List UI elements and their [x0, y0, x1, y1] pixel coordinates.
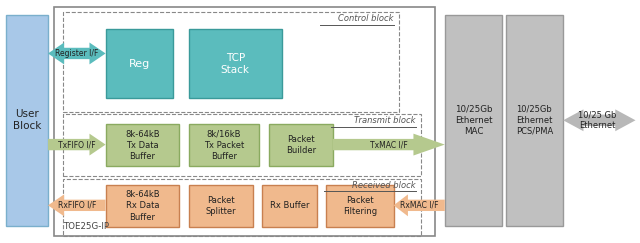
Text: Packet
Filtering: Packet Filtering — [343, 196, 377, 216]
Polygon shape — [333, 134, 445, 156]
Bar — [106, 185, 179, 227]
Text: Control block: Control block — [338, 14, 394, 23]
Text: 10/25Gb
Ethernet
PCS/PMA: 10/25Gb Ethernet PCS/PMA — [516, 105, 553, 136]
Text: RxFIFO I/F: RxFIFO I/F — [58, 201, 96, 210]
Text: TCP
Stack: TCP Stack — [221, 52, 250, 75]
Text: User
Block: User Block — [13, 109, 42, 131]
Bar — [189, 124, 259, 166]
Text: 8k-64kB
Rx Data
Buffer: 8k-64kB Rx Data Buffer — [125, 190, 160, 222]
Text: Packet
Splitter: Packet Splitter — [205, 196, 236, 216]
Bar — [189, 185, 253, 227]
Bar — [106, 29, 173, 98]
Text: Packet
Builder: Packet Builder — [285, 135, 316, 155]
Bar — [326, 185, 394, 227]
Text: Register I/F: Register I/F — [55, 49, 99, 58]
Text: RxMAC I/F: RxMAC I/F — [400, 201, 438, 210]
Bar — [106, 124, 179, 166]
Bar — [54, 7, 435, 236]
Polygon shape — [48, 134, 106, 156]
Text: 8k/16kB
Tx Packet
Buffer: 8k/16kB Tx Packet Buffer — [204, 130, 244, 161]
Text: TxMAC I/F: TxMAC I/F — [370, 140, 408, 149]
Text: TxFIFO I/F: TxFIFO I/F — [58, 140, 95, 149]
Text: 10/25Gb
Ethernet
MAC: 10/25Gb Ethernet MAC — [455, 105, 492, 136]
Bar — [189, 29, 282, 98]
Polygon shape — [48, 194, 106, 216]
Bar — [445, 15, 502, 226]
Polygon shape — [394, 194, 445, 216]
Text: Reg: Reg — [129, 59, 150, 69]
Text: TOE25G-IP: TOE25G-IP — [64, 222, 110, 231]
Polygon shape — [48, 43, 106, 64]
Text: Rx Buffer: Rx Buffer — [270, 201, 309, 210]
Text: 8k-64kB
Tx Data
Buffer: 8k-64kB Tx Data Buffer — [125, 130, 160, 161]
Polygon shape — [563, 109, 636, 131]
Text: Received block: Received block — [353, 181, 416, 190]
Text: 10/25 Gb
Ethernet: 10/25 Gb Ethernet — [578, 110, 616, 130]
Bar — [269, 124, 333, 166]
Bar — [262, 185, 317, 227]
Bar — [63, 12, 399, 112]
Bar — [63, 114, 421, 176]
Text: Transmit block: Transmit block — [355, 116, 416, 125]
Bar — [506, 15, 563, 226]
Bar — [6, 15, 48, 226]
Bar — [63, 179, 421, 236]
